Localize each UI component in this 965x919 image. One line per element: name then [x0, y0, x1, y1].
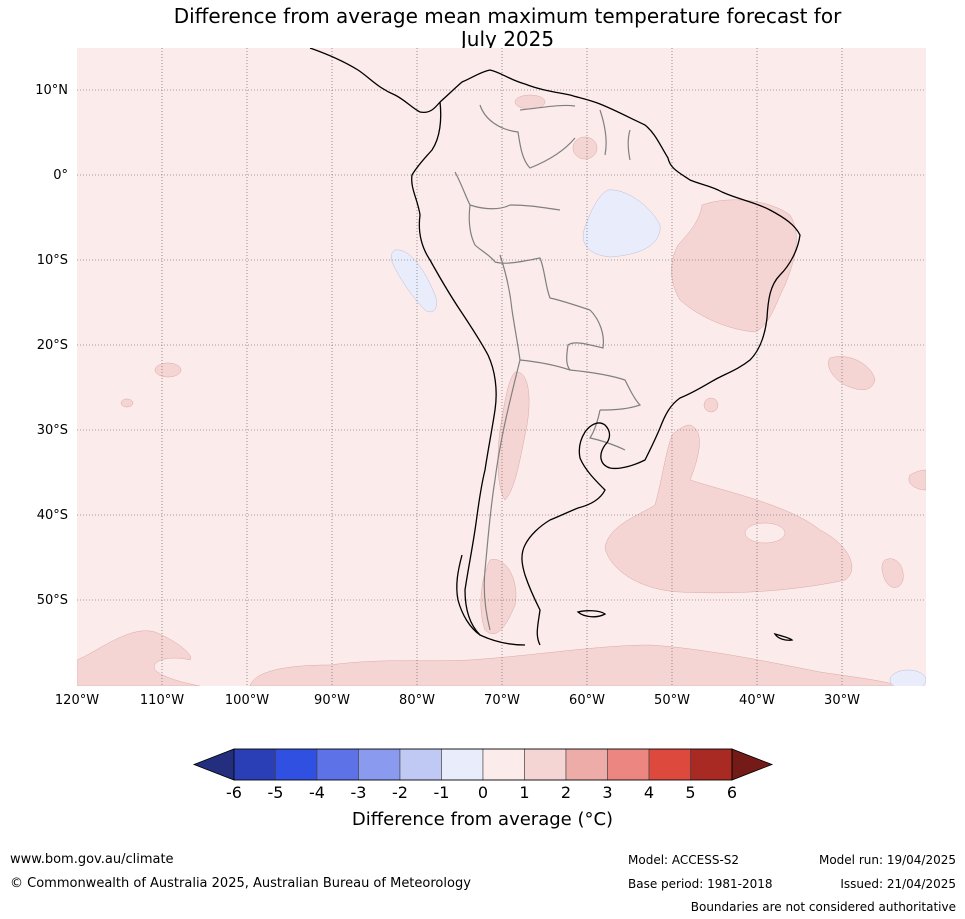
colorbar-cell — [399, 748, 442, 781]
anomaly-patch-guiana — [572, 136, 598, 160]
colorbar-cell — [275, 748, 318, 781]
lon-label-110w: 110°W — [139, 693, 185, 708]
lat-label-10s: 10°S — [36, 253, 68, 268]
lat-label-30s: 30°S — [36, 423, 68, 438]
lon-label-100w: 100°W — [224, 693, 270, 708]
colorbar-extend-high — [731, 748, 774, 781]
anomaly-patch-pacific-2 — [120, 398, 134, 408]
colorbar-cell — [316, 748, 359, 781]
colorbar-tick-label: -6 — [226, 783, 242, 802]
lon-label-40w: 40°W — [739, 693, 775, 708]
anomaly-patch-uruguay — [703, 397, 719, 413]
anomaly-patch-pacific-1 — [154, 362, 182, 378]
colorbar-cell — [233, 748, 276, 781]
colorbar-cell — [648, 748, 691, 781]
colorbar-cell — [565, 748, 608, 781]
colorbar-cell — [607, 748, 650, 781]
colorbar-tick-label: 3 — [602, 783, 613, 802]
colorbar-tick-label: -1 — [433, 783, 450, 802]
forecast-map — [77, 48, 926, 686]
lon-label-70w: 70°W — [484, 693, 520, 708]
footer-url[interactable]: www.bom.gov.au/climate — [10, 852, 174, 867]
colorbar-tick-label: 2 — [560, 783, 572, 802]
footer-model-run: Model run: 19/04/2025 — [818, 853, 956, 867]
footer-base-period: Base period: 1981-2018 — [628, 877, 773, 891]
anomaly-patch-southern-ocean-2 — [249, 644, 901, 686]
map-title-line-1: Difference from average mean maximum tem… — [173, 4, 842, 28]
country-borders — [454, 104, 642, 631]
lon-label-90w: 90°W — [314, 693, 350, 708]
colorbar-tick-label: -3 — [350, 783, 367, 802]
lon-label-120w: 120°W — [54, 693, 100, 708]
colorbar-extend-low — [192, 748, 235, 781]
coastline — [309, 48, 801, 646]
colorbar-outline — [233, 748, 733, 781]
colorbar-tick-label: 1 — [519, 783, 530, 802]
map-title-line-2: July 2025 — [460, 27, 555, 51]
anomaly-patch-patagonia — [480, 559, 517, 635]
anomaly-patch-peru-coast-cool — [390, 249, 437, 313]
colorbar-tick-label: -4 — [309, 783, 325, 802]
anomaly-patch-atlantic-small — [881, 558, 904, 588]
map-gridlines — [77, 48, 926, 686]
colorbar-title: Difference from average (°C) — [351, 809, 614, 830]
colorbar-tick-label: 4 — [643, 783, 655, 802]
colorbar-cell — [524, 748, 567, 781]
lat-label-0: 0° — [53, 168, 68, 183]
lon-label-80w: 80°W — [399, 693, 435, 708]
lon-label-30w: 30°W — [824, 693, 860, 708]
colorbar-cell — [690, 748, 733, 781]
lon-label-60w: 60°W — [569, 693, 605, 708]
anomaly-hole-south-atlantic — [744, 522, 786, 544]
lat-label-50s: 50°S — [36, 593, 68, 608]
colorbar-tick-label: 6 — [726, 783, 738, 802]
colorbar-cell — [482, 748, 525, 781]
colorbar-tick-label: 0 — [477, 783, 489, 802]
anomaly-patch-argentina — [497, 371, 530, 501]
lon-label-50w: 50°W — [654, 693, 690, 708]
anomaly-patch-south-atlantic — [604, 424, 853, 594]
lat-label-40s: 40°S — [36, 508, 68, 523]
lat-label-10n: 10°N — [35, 83, 68, 98]
anomaly-patch-amazon-cool — [582, 189, 661, 258]
footer-disclaimer: Boundaries are not considered authoritat… — [690, 900, 956, 914]
colorbar-tick-label: -2 — [392, 783, 408, 802]
colorbar-tick-label: 5 — [685, 783, 696, 802]
anomaly-patch-far-south-cool — [889, 669, 926, 686]
colorbar-cell — [441, 748, 484, 781]
footer-copyright: © Commonwealth of Australia 2025, Austra… — [10, 876, 471, 891]
colorbar-cell — [358, 748, 401, 781]
footer-model: Model: ACCESS-S2 — [628, 853, 740, 867]
anomaly-patch-east-atlantic — [828, 356, 876, 390]
footer-issued: Issued: 21/04/2025 — [840, 877, 956, 891]
lat-label-20s: 20°S — [36, 338, 68, 353]
anomaly-patch-far-east — [908, 469, 926, 491]
anomaly-patch-venezuela — [514, 94, 546, 110]
anomaly-patch-southern-ocean — [77, 630, 201, 686]
colorbar-tick-label: -5 — [267, 783, 284, 802]
anomaly-patch-ne-brazil — [671, 199, 797, 333]
